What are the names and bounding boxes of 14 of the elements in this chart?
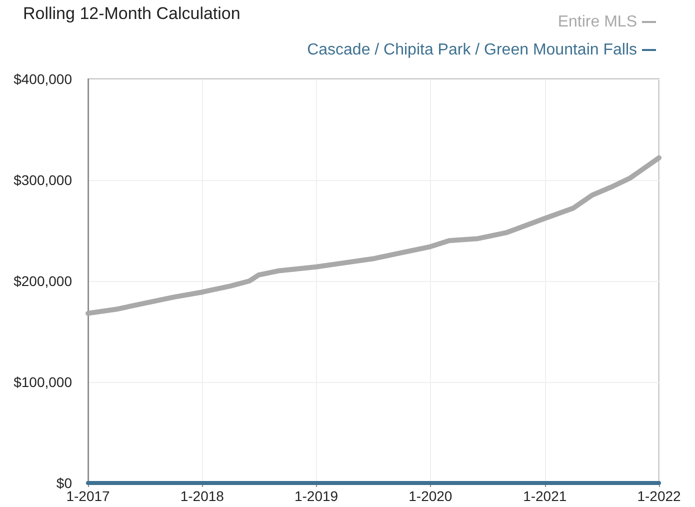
y-tick-label: $400,000 bbox=[14, 71, 72, 87]
y-tick-label: $300,000 bbox=[14, 172, 72, 188]
x-tick-label: 1-2021 bbox=[523, 488, 567, 504]
x-tick-label: 1-2017 bbox=[66, 488, 110, 504]
x-tick-label: 1-2018 bbox=[180, 488, 224, 504]
legend-label: Cascade / Chipita Park / Green Mountain Falls bbox=[307, 42, 637, 58]
y-tick-label: $200,000 bbox=[14, 273, 72, 289]
chart-title: Rolling 12-Month Calculation bbox=[23, 4, 240, 23]
x-tick-label: 1-2022 bbox=[637, 488, 682, 504]
legend-label: Entire MLS bbox=[558, 14, 637, 30]
y-tick-label: $0 bbox=[56, 475, 72, 491]
x-tick-label: 1-2020 bbox=[408, 488, 452, 504]
x-tick-label: 1-2019 bbox=[294, 488, 338, 504]
y-tick-label: $100,000 bbox=[14, 374, 72, 390]
